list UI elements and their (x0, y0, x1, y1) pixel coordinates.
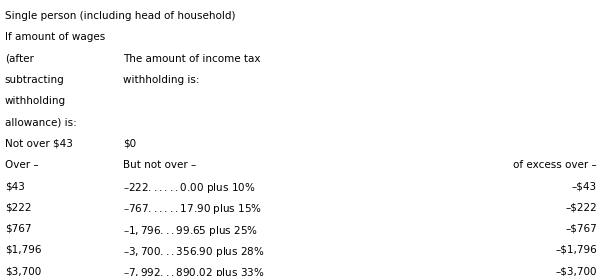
Text: subtracting: subtracting (5, 75, 65, 85)
Text: –$3,700...$356.90 plus 28%: –$3,700...$356.90 plus 28% (123, 245, 265, 259)
Text: –$222......$0.00 plus 10%: –$222......$0.00 plus 10% (123, 181, 256, 195)
Text: –$1,796...$99.65 plus 25%: –$1,796...$99.65 plus 25% (123, 224, 258, 238)
Text: If amount of wages: If amount of wages (5, 32, 105, 42)
Text: $767: $767 (5, 224, 31, 233)
Text: Over –: Over – (5, 160, 38, 170)
Text: $43: $43 (5, 181, 25, 191)
Text: Not over $43: Not over $43 (5, 139, 73, 148)
Text: The amount of income tax: The amount of income tax (123, 54, 260, 63)
Text: allowance) is:: allowance) is: (5, 117, 77, 127)
Text: $0: $0 (123, 139, 136, 148)
Text: –$767......$17.90 plus 15%: –$767......$17.90 plus 15% (123, 202, 262, 216)
Text: $1,796: $1,796 (5, 245, 41, 255)
Text: Single person (including head of household): Single person (including head of househo… (5, 11, 235, 21)
Text: withholding is:: withholding is: (123, 75, 199, 85)
Text: –$222: –$222 (565, 202, 597, 212)
Text: of excess over –: of excess over – (513, 160, 597, 170)
Text: –$7,992...$890.02 plus 33%: –$7,992...$890.02 plus 33% (123, 266, 265, 276)
Text: –$1,796: –$1,796 (555, 245, 597, 255)
Text: But not over –: But not over – (123, 160, 196, 170)
Text: –$43: –$43 (572, 181, 597, 191)
Text: –$767: –$767 (565, 224, 597, 233)
Text: $222: $222 (5, 202, 31, 212)
Text: –$3,700: –$3,700 (556, 266, 597, 276)
Text: $3,700: $3,700 (5, 266, 41, 276)
Text: withholding: withholding (5, 96, 66, 106)
Text: (after: (after (5, 54, 34, 63)
